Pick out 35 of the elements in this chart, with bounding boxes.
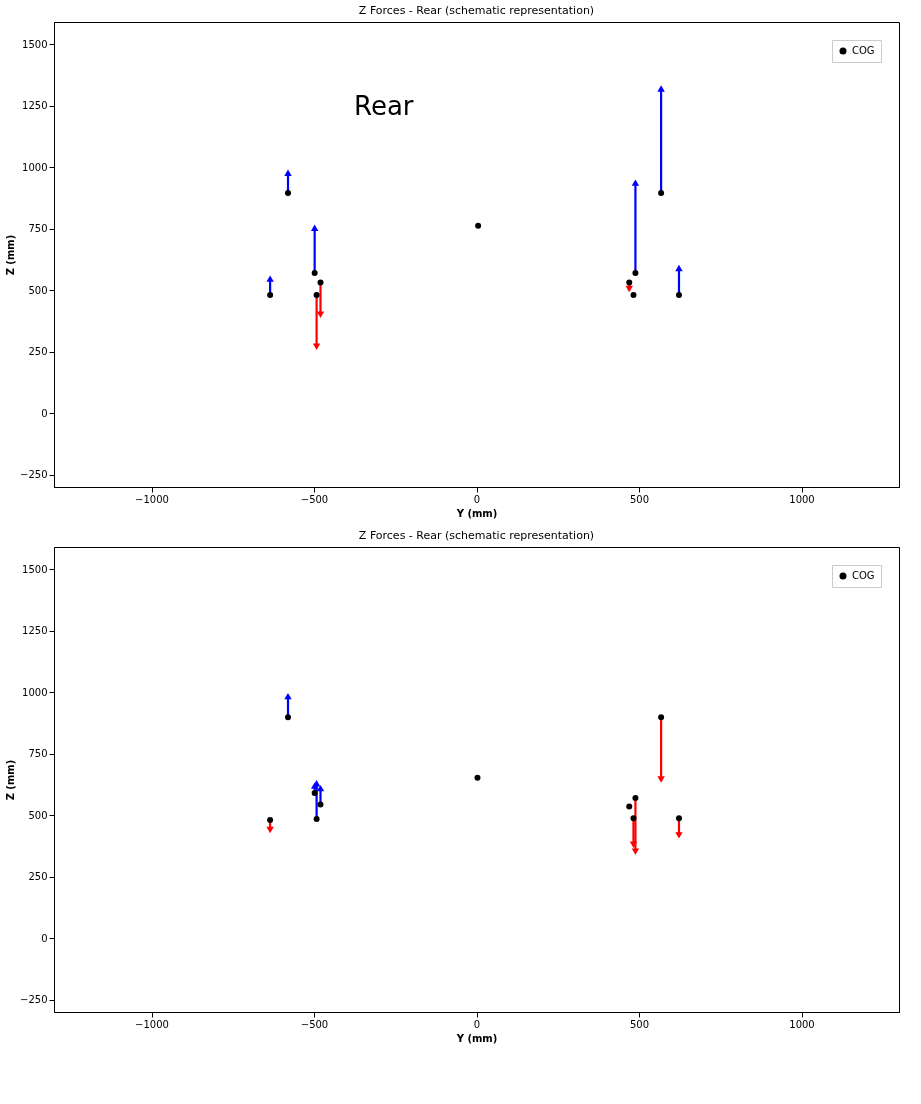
x-tick-label: 500 [629, 1018, 650, 1030]
x-tick-label: −500 [300, 1018, 329, 1030]
y-tick-label: 750 [28, 748, 48, 760]
y-tick-label: 500 [28, 284, 48, 296]
annotation: Rear [354, 91, 414, 121]
x-tick-label: 1000 [789, 493, 815, 505]
x-tick-label: −1000 [135, 1018, 169, 1030]
y-tick-label: 1250 [22, 625, 48, 637]
x-tick-label: 1000 [789, 1018, 815, 1030]
x-tick-label: −500 [300, 493, 329, 505]
chart-title: Z Forces - Rear (schematic representation) [358, 4, 595, 17]
x-axis-title: Y (mm) [455, 507, 498, 519]
x-axis-title: Y (mm) [455, 1032, 498, 1044]
y-tick-label: 0 [41, 932, 48, 944]
y-tick-label: 250 [28, 346, 48, 358]
y-tick-label: 1250 [22, 100, 48, 112]
y-tick-label: −250 [20, 469, 48, 481]
y-tick-label: −250 [20, 994, 48, 1006]
legend-label: COG [852, 45, 875, 56]
y-axis-title: Z (mm) [5, 234, 17, 276]
x-tick-label: 0 [473, 493, 481, 505]
y-tick-label: 1500 [22, 38, 48, 50]
y-axis-title: Z (mm) [5, 759, 17, 801]
x-tick-label: 0 [473, 1018, 481, 1030]
y-tick-label: 500 [28, 809, 48, 821]
y-tick-label: 250 [28, 871, 48, 883]
legend-label: COG [852, 570, 875, 581]
chart-title: Z Forces - Rear (schematic representation) [358, 529, 595, 542]
y-tick-label: 0 [41, 407, 48, 419]
y-tick-label: 1000 [22, 161, 48, 173]
y-tick-label: 750 [28, 223, 48, 235]
x-tick-label: −1000 [135, 493, 169, 505]
x-tick-label: 500 [629, 493, 650, 505]
y-tick-label: 1500 [22, 563, 48, 575]
y-tick-label: 1000 [22, 686, 48, 698]
